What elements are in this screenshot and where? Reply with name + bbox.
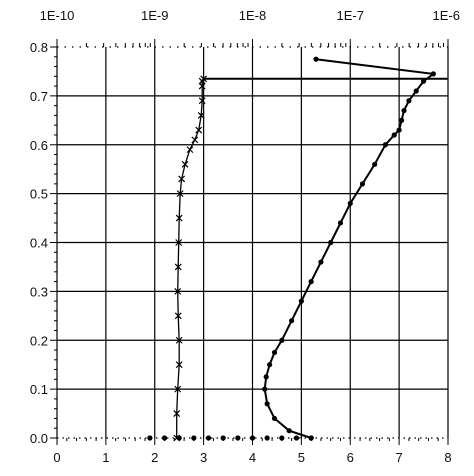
y-tick-label: 0.2 <box>30 333 48 348</box>
dot-marker <box>337 220 344 226</box>
grid-layer <box>57 47 448 438</box>
dot-marker <box>420 78 427 84</box>
dot-marker <box>271 349 278 356</box>
x-marker <box>181 160 189 168</box>
dot-marker <box>176 435 182 441</box>
y-tick-label: 0.7 <box>30 89 48 104</box>
top-tick-label: 1E-10 <box>40 8 75 23</box>
y-tick-label: 0.4 <box>30 236 48 251</box>
dot-marker <box>328 239 334 246</box>
dot-marker <box>413 88 419 94</box>
x-marker <box>191 136 199 144</box>
y-tick-label: 0.1 <box>30 382 48 397</box>
x-marker <box>176 190 184 198</box>
x-marker <box>195 126 203 134</box>
dot-marker <box>298 298 304 304</box>
dot-marker <box>147 435 153 441</box>
top-tick-label: 1E-7 <box>337 8 364 23</box>
series-layer <box>147 56 448 442</box>
x-marker <box>198 82 206 90</box>
dot-marker <box>286 428 292 434</box>
series-line <box>263 58 436 439</box>
x-tick-label: 4 <box>249 450 256 465</box>
dot-marker <box>401 107 407 114</box>
x-marker <box>174 263 182 271</box>
x-tick-label: 5 <box>298 450 305 465</box>
dot-marker <box>161 435 168 441</box>
x-marker <box>198 97 206 105</box>
x-tick-label: 6 <box>347 450 354 465</box>
dot-marker <box>347 200 353 206</box>
dot-marker <box>289 318 295 324</box>
x-tick-label: 1 <box>102 450 109 465</box>
x-marker <box>173 410 181 417</box>
dot-marker <box>267 362 273 368</box>
x-marker <box>175 239 183 246</box>
dot-marker <box>359 181 366 187</box>
top-tick-label: 1E-8 <box>239 8 266 23</box>
dot-marker <box>205 435 212 441</box>
dot-marker <box>396 127 402 133</box>
y-tick-label: 0.6 <box>30 138 48 153</box>
x-marker <box>175 361 183 369</box>
dot-marker <box>279 337 285 343</box>
y-tick-label: 0.0 <box>30 431 48 446</box>
dot-marker <box>235 435 241 441</box>
x-tick-label: 2 <box>151 450 158 465</box>
x-marker <box>178 175 186 183</box>
dot-marker <box>264 435 270 441</box>
x-marker <box>174 385 182 393</box>
dot-marker <box>271 415 278 422</box>
x-marker <box>175 214 183 222</box>
dot-marker <box>406 98 412 104</box>
dot-marker <box>318 259 324 265</box>
dot-marker <box>372 161 378 167</box>
dot-marker <box>279 435 285 441</box>
series-line <box>176 78 205 438</box>
top-tick-label: 1E-9 <box>141 8 168 23</box>
axis-layer <box>50 39 449 445</box>
dot-marker <box>308 435 314 441</box>
dot-marker <box>398 117 405 123</box>
y-tick-label: 0.3 <box>30 284 48 299</box>
x-marker <box>174 287 182 295</box>
label-layer: 0 1 2 3 4 5 6 7 8 1E-10 1E-9 1E-8 1E-7 1E-6 0.0 0.1 0.2 0… <box>30 8 460 465</box>
dot-marker <box>308 279 314 285</box>
x-tick-label: 7 <box>396 450 403 465</box>
dot-marker <box>313 56 319 62</box>
y-tick-label: 0.5 <box>30 187 48 202</box>
x-marker <box>197 112 205 119</box>
dot-marker <box>391 132 397 138</box>
dot-marker <box>262 386 268 392</box>
x-marker <box>174 312 182 320</box>
dot-marker <box>220 435 226 441</box>
dot-marker <box>382 142 389 148</box>
dot-marker <box>191 435 197 441</box>
dot-marker <box>263 374 269 380</box>
x-tick-label: 3 <box>200 450 207 465</box>
dot-marker <box>293 435 300 441</box>
dot-marker <box>264 401 270 407</box>
x-tick-label: 8 <box>444 450 451 465</box>
dot-marker <box>430 71 436 77</box>
x-tick-label: 0 <box>53 450 60 465</box>
x-marker <box>186 146 194 154</box>
x-marker <box>175 336 183 344</box>
dot-marker <box>249 435 256 441</box>
y-tick-label: 0.8 <box>30 40 48 55</box>
top-tick-label: 1E-6 <box>433 8 460 23</box>
